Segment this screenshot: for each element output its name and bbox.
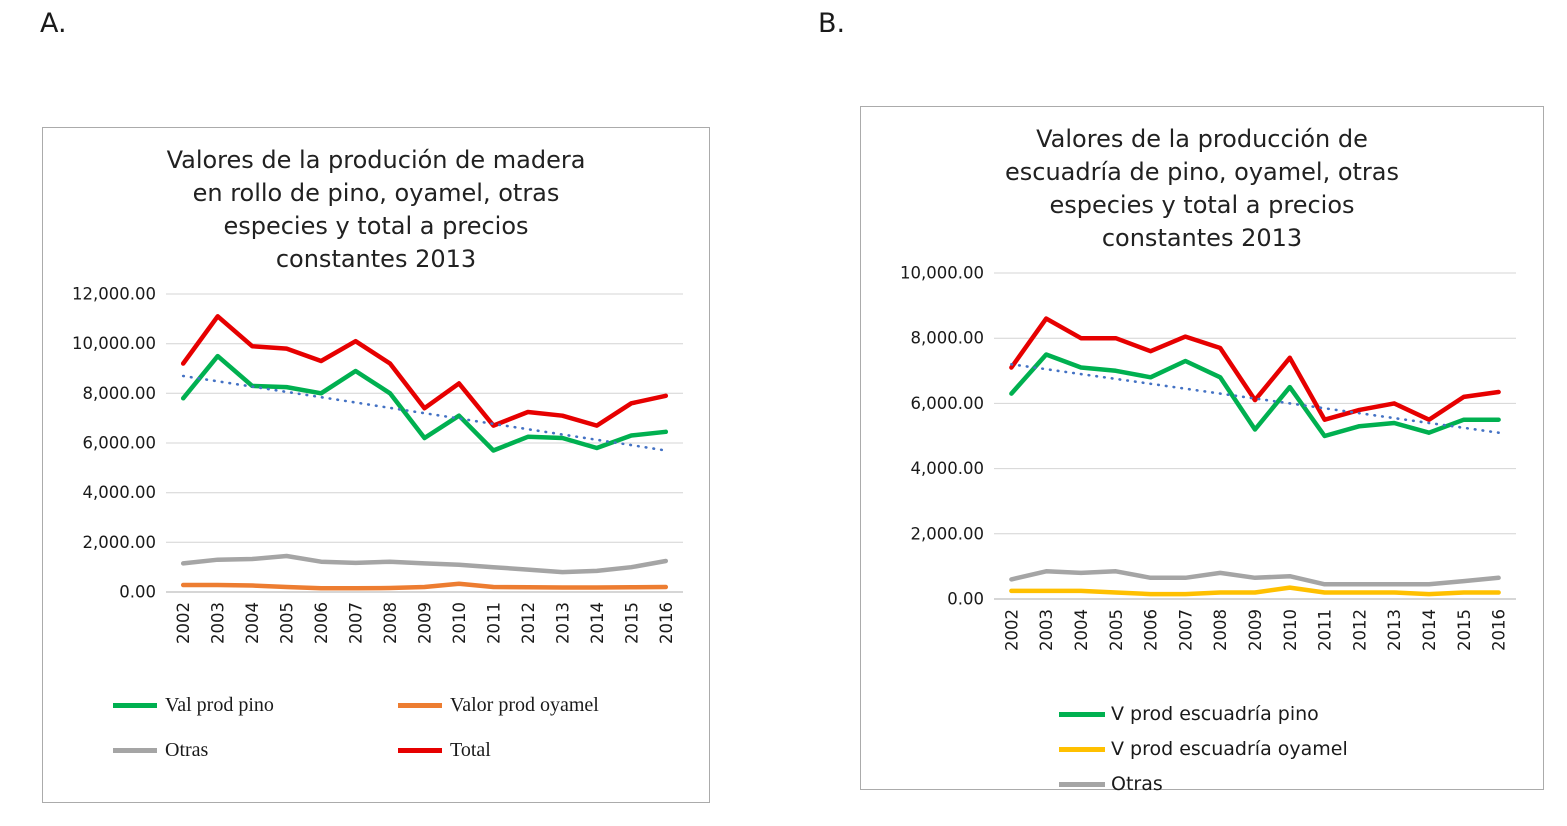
legend-label: V prod escuadría oyamel <box>1111 738 1348 760</box>
legend-swatch <box>1059 711 1105 717</box>
chart-title-line: especies y total a precios <box>1049 191 1355 219</box>
x-tick-label: 2011 <box>484 602 503 644</box>
x-tick-label: 2014 <box>587 602 606 644</box>
chart-title: Valores de la produción de madera en roll… <box>43 144 709 276</box>
y-tick-label: 4,000.00 <box>82 483 155 502</box>
chart-title-line: constantes 2013 <box>1101 224 1303 252</box>
x-tick-label: 2006 <box>1142 609 1161 651</box>
x-tick-label: 2007 <box>1176 609 1195 651</box>
x-tick-label: 2016 <box>1490 609 1509 651</box>
x-tick-label: 2002 <box>1002 609 1021 651</box>
y-tick-label: 10,000.00 <box>900 264 984 283</box>
y-tick-label: 0.00 <box>119 583 156 602</box>
x-tick-label: 2005 <box>1107 609 1126 651</box>
y-tick-label: 6,000.00 <box>82 434 155 453</box>
x-tick-label: 2006 <box>312 602 331 644</box>
legend-label: Valor prod oyamel <box>450 694 599 716</box>
legend: V prod escuadría pino V prod escuadría oy… <box>1059 703 1543 795</box>
y-tick-label: 8,000.00 <box>82 384 155 403</box>
y-tick-label: 2,000.00 <box>911 524 984 543</box>
legend-swatch <box>398 703 442 708</box>
legend-item-otras: Otras <box>113 739 398 762</box>
legend-label: Total <box>450 739 491 761</box>
x-tick-label: 2013 <box>1385 609 1404 651</box>
series-v-prod-escuadr-a-pino <box>1009 352 1501 439</box>
chart-title: Valores de la producción de escuadría de … <box>861 123 1543 255</box>
x-tick-label: 2007 <box>346 602 365 644</box>
y-tick-label: 10,000.00 <box>72 334 156 353</box>
series-otras <box>180 553 668 575</box>
x-tick-label: 2013 <box>553 602 572 644</box>
legend-swatch <box>1059 781 1105 787</box>
legend-item-total: Total <box>398 739 709 762</box>
x-tick-label: 2002 <box>174 602 193 644</box>
y-tick-label: 2,000.00 <box>82 533 155 552</box>
legend-item-val-prod-pino: Val prod pino <box>113 694 398 717</box>
series-otras <box>1009 569 1501 587</box>
x-tick-label: 2012 <box>1350 609 1369 651</box>
x-tick-label: 2014 <box>1420 609 1439 651</box>
chart-title-line: escuadría de pino, oyamel, otras <box>1004 158 1399 186</box>
legend-item-valor-prod-oyamel: Valor prod oyamel <box>398 694 709 717</box>
chart-title-line: Valores de la produción de madera <box>166 146 586 174</box>
legend: Val prod pino Valor prod oyamel Otras Total <box>43 694 709 762</box>
x-tick-label: 2009 <box>415 602 434 644</box>
y-tick-label: 8,000.00 <box>911 329 984 348</box>
y-tick-label: 0.00 <box>947 590 984 609</box>
legend-item-v-prod-escuadr-a-pino: V prod escuadría pino <box>1059 703 1543 725</box>
x-tick-label: 2009 <box>1246 609 1265 651</box>
series-total <box>180 314 668 428</box>
chart-panel-a: Valores de la produción de madera en roll… <box>42 127 710 803</box>
x-tick-label: 2010 <box>450 602 469 644</box>
legend-item-v-prod-escuadr-a-oyamel: V prod escuadría oyamel <box>1059 738 1543 760</box>
chart-panel-b: Valores de la producción de escuadría de … <box>860 106 1544 795</box>
x-tick-label: 2010 <box>1281 609 1300 651</box>
chart-canvas: 0.00 2,000.00 4,000.00 6,000.00 8,000.00 10,0… <box>900 264 1516 651</box>
x-tick-label: 2004 <box>1072 609 1091 651</box>
legend-swatch <box>1059 746 1105 752</box>
x-tick-label: 2015 <box>622 602 641 644</box>
legend-item-otras: Otras <box>1059 773 1543 795</box>
series-val-prod-pino <box>180 353 668 453</box>
x-tick-label: 2008 <box>381 602 400 644</box>
y-tick-label: 12,000.00 <box>72 285 156 304</box>
series-tendencia-lineal <box>181 374 667 452</box>
legend-label: Otras <box>1111 773 1163 795</box>
x-tick-label: 2005 <box>277 602 296 644</box>
y-tick-label: 6,000.00 <box>911 394 984 413</box>
x-tick-label: 2015 <box>1455 609 1474 651</box>
figure-label-a: A. <box>40 8 67 39</box>
chart-canvas: 0.00 2,000.00 4,000.00 6,000.00 8,000.00 10,0… <box>72 285 683 644</box>
x-tick-label: 2011 <box>1316 609 1335 651</box>
legend-label: V prod escuadría pino <box>1111 703 1319 725</box>
chart-title-line: constantes 2013 <box>275 245 477 273</box>
chart-title-line: Valores de la producción de <box>1036 125 1368 153</box>
series-v-prod-escuadr-a-oyamel <box>1009 585 1501 597</box>
legend-swatch <box>113 703 157 708</box>
x-tick-label: 2016 <box>656 602 675 644</box>
series-total <box>1009 316 1501 422</box>
x-tick-label: 2008 <box>1211 609 1230 651</box>
chart-title-line: en rollo de pino, oyamel, otras <box>192 179 560 207</box>
series-valor-prod-oyamel <box>180 581 668 591</box>
x-tick-label: 2004 <box>243 602 262 644</box>
legend-label: Otras <box>165 739 209 761</box>
x-tick-label: 2003 <box>1037 609 1056 651</box>
y-tick-label: 4,000.00 <box>911 459 984 478</box>
x-tick-label: 2003 <box>208 602 227 644</box>
chart-title-line: especies y total a precios <box>223 212 529 240</box>
legend-swatch <box>113 748 157 753</box>
legend-swatch <box>398 748 442 753</box>
legend-label: Val prod pino <box>165 694 274 716</box>
x-tick-label: 2012 <box>518 602 537 644</box>
figure-label-b: B. <box>818 8 846 39</box>
